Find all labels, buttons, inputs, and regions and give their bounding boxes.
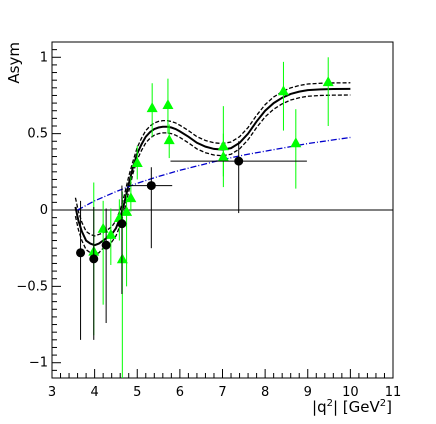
x-tick-label: 10 (342, 385, 359, 400)
upper-band-curve (74, 82, 351, 237)
green-triangle-point (146, 102, 158, 113)
green-triangle-point (217, 151, 229, 161)
x-tick-label: 4 (90, 385, 98, 400)
green-triangle-point (105, 228, 117, 239)
green-triangle-point (131, 157, 143, 168)
x-tick-label: 3 (48, 385, 56, 400)
black-circle-point (234, 156, 244, 166)
y-tick-label: 0.5 (27, 127, 48, 142)
y-axis: −1 −0.5 0 0.5 1 (16, 49, 61, 371)
lower-band-curve (74, 94, 351, 255)
x-tick-label: 7 (218, 385, 226, 400)
x-axis: 3 4 5 6 7 8 9 10 11 (48, 369, 401, 400)
x-tick-label: 11 (385, 385, 402, 400)
x-axis-title: |q2| [GeV2] (312, 398, 392, 416)
y-axis-title: Asym (5, 42, 23, 84)
x-tick-label: 9 (304, 385, 312, 400)
green-triangle-point (277, 85, 289, 96)
x-tick-label: 8 (261, 385, 269, 400)
y-tick-label: 0 (40, 203, 48, 218)
green-triangle-point (125, 192, 137, 203)
central-fit-curve (74, 87, 351, 247)
black-circle-point (117, 219, 127, 229)
dash-dot-curve (77, 136, 351, 211)
black-circle-point (76, 248, 86, 258)
green-triangle-point (322, 76, 334, 87)
x-tick-label: 5 (133, 385, 141, 400)
black-circle-point (146, 181, 156, 191)
green-triangle-point (290, 137, 302, 148)
green-triangle-point (162, 99, 174, 110)
green-triangle-point (97, 222, 109, 233)
x-tick-label: 6 (176, 385, 184, 400)
y-tick-label: 1 (40, 50, 48, 65)
series-black-circles (76, 141, 307, 340)
green-triangle-point (163, 134, 175, 145)
theory-curves (74, 82, 351, 255)
y-tick-label: −1 (29, 356, 48, 371)
black-circle-point (89, 254, 99, 264)
green-triangle-point (121, 206, 133, 216)
black-circle-point (101, 240, 111, 250)
series-green-triangles (88, 57, 334, 378)
y-tick-label: −0.5 (16, 279, 48, 294)
